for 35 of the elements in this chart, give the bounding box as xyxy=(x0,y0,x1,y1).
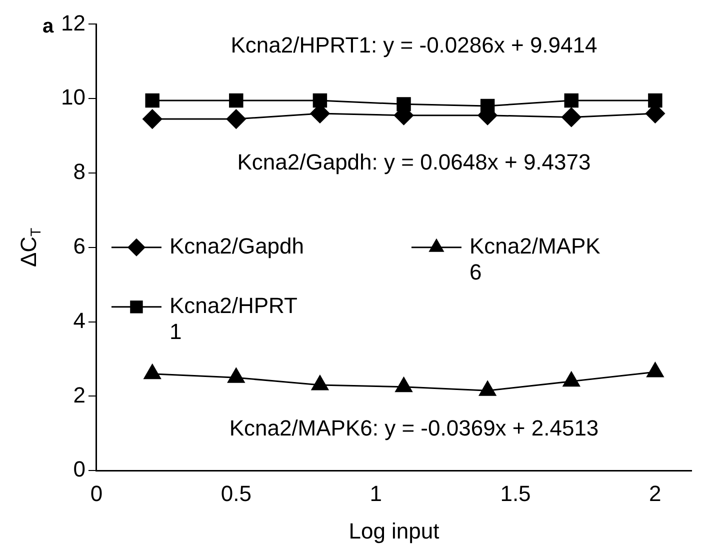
point xyxy=(648,93,662,108)
x-tick-label: 1 xyxy=(370,480,382,506)
point xyxy=(142,109,162,129)
y-tick-label: 0 xyxy=(73,456,86,482)
y-tick-label: 2 xyxy=(73,382,86,408)
x-tick-label: 0 xyxy=(90,480,103,506)
y-tick-label: 4 xyxy=(73,308,86,333)
point xyxy=(311,375,328,390)
y-tick-label: 6 xyxy=(73,233,86,258)
legend-label: Kcna2/Gapdh xyxy=(169,233,304,258)
annotation: Kcna2/Gapdh: y = 0.0648x + 9.4373 xyxy=(237,150,591,175)
y-tick-label: 10 xyxy=(60,84,86,110)
point xyxy=(479,380,496,396)
x-axis-title: Log input xyxy=(348,518,440,544)
point xyxy=(395,377,412,392)
legend-label: Kcna2/HPRT1 xyxy=(169,292,298,344)
y-tick-label: 12 xyxy=(60,10,86,36)
y-tick-label: 8 xyxy=(73,159,86,184)
x-tick-label: 2 xyxy=(649,480,662,506)
annotation: Kcna2/HPRT1: y = -0.0286x + 9.9414 xyxy=(230,32,598,58)
point xyxy=(145,93,160,108)
x-tick-label: 1.5 xyxy=(500,480,531,506)
point xyxy=(564,93,578,108)
x-tick-label: 0.5 xyxy=(220,480,252,506)
point xyxy=(562,107,582,127)
point xyxy=(646,362,664,378)
text: a xyxy=(42,16,54,38)
legend-label: Kcna2/MAPK6 xyxy=(469,233,601,284)
point xyxy=(144,364,161,380)
point xyxy=(226,109,246,129)
point xyxy=(228,368,245,383)
annotation: Kcna2/MAPK6: y = -0.0369x + 2.4513 xyxy=(229,416,599,441)
y-axis-title: ΔCT xyxy=(16,227,45,268)
point xyxy=(562,372,580,387)
point xyxy=(229,93,244,108)
